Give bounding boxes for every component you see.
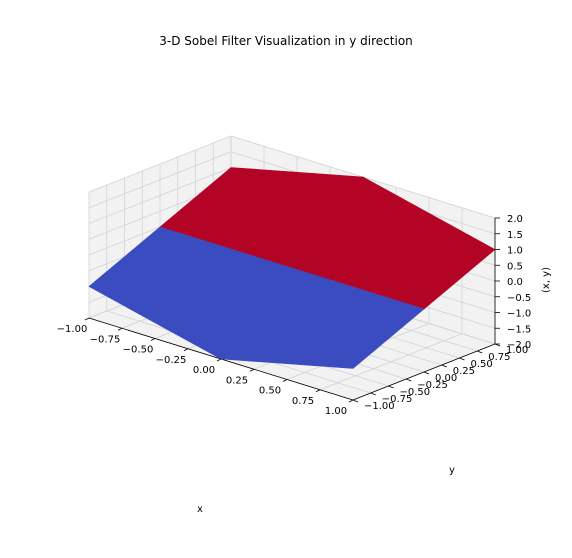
x-tick-mark xyxy=(183,348,189,352)
x-tick-label: 1.00 xyxy=(325,406,347,417)
y-tick-label: −0.75 xyxy=(382,394,413,405)
x-tick-mark xyxy=(249,368,255,372)
z-tick-label: −1.5 xyxy=(507,324,531,335)
y-tick-label: −0.50 xyxy=(400,387,431,398)
y-tick-mark xyxy=(370,392,376,396)
x-axis-label: x xyxy=(197,504,203,515)
z-tick-label: 2.0 xyxy=(507,214,523,225)
y-tick-label: −0.25 xyxy=(417,380,448,391)
y-tick-label: 0.75 xyxy=(488,352,510,363)
x-tick-mark xyxy=(348,399,354,403)
z-tick-label: 0.5 xyxy=(507,261,523,272)
y-tick-mark xyxy=(423,371,430,375)
x-tick-label: 0.75 xyxy=(292,396,314,407)
z-tick-label: −0.5 xyxy=(507,293,531,304)
surface-facet-0-1 xyxy=(220,267,425,369)
y-tick-label: −1.00 xyxy=(364,401,395,412)
x-tick-mark xyxy=(216,358,222,362)
x-tick-mark xyxy=(150,338,156,341)
grid-line-z-xwall xyxy=(88,151,232,209)
x-tick-label: 0.00 xyxy=(193,365,215,376)
y-tick-label: 0.50 xyxy=(471,359,493,370)
y-tick-mark xyxy=(352,399,359,403)
x-tick-label: −0.50 xyxy=(123,345,154,356)
x-tick-mark xyxy=(315,389,321,393)
y-tick-label: 1.00 xyxy=(506,345,528,356)
y-axis-label: y xyxy=(449,465,455,476)
x-tick-label: 0.50 xyxy=(259,386,281,397)
z-tick-label: −2.0 xyxy=(507,340,531,351)
y-tick-mark xyxy=(406,378,412,382)
grid-line-z-xwall xyxy=(88,167,232,224)
y-tick-label: 0.00 xyxy=(435,373,457,384)
z-axis-label: (x, y) xyxy=(541,267,552,293)
z-tick-label: 0.0 xyxy=(507,277,523,288)
x-tick-mark xyxy=(282,379,288,382)
x-tick-label: 0.25 xyxy=(226,375,248,386)
y-tick-label: 0.25 xyxy=(453,366,475,377)
z-tick-label: 1.0 xyxy=(507,246,523,257)
chart-title: 3-D Sobel Filter Visualization in y dire… xyxy=(159,34,413,48)
y-tick-mark xyxy=(459,357,465,361)
surface-plot xyxy=(88,167,496,369)
z-tick-label: 1.5 xyxy=(507,230,523,241)
x-tick-mark xyxy=(84,317,90,321)
x-tick-label: −0.75 xyxy=(90,334,121,345)
tick-labels: −1.00−0.75−0.50−0.250.000.250.500.751.00… xyxy=(57,214,532,417)
y-tick-mark xyxy=(441,364,447,368)
z-tick-label: −1.0 xyxy=(507,309,531,320)
x-tick-label: −1.00 xyxy=(57,324,88,335)
y-tick-mark xyxy=(388,385,394,389)
grid-line-z-xwall xyxy=(88,135,232,193)
x-tick-mark xyxy=(117,327,123,331)
y-tick-mark xyxy=(477,350,483,354)
x-tick-label: −0.25 xyxy=(156,355,187,366)
